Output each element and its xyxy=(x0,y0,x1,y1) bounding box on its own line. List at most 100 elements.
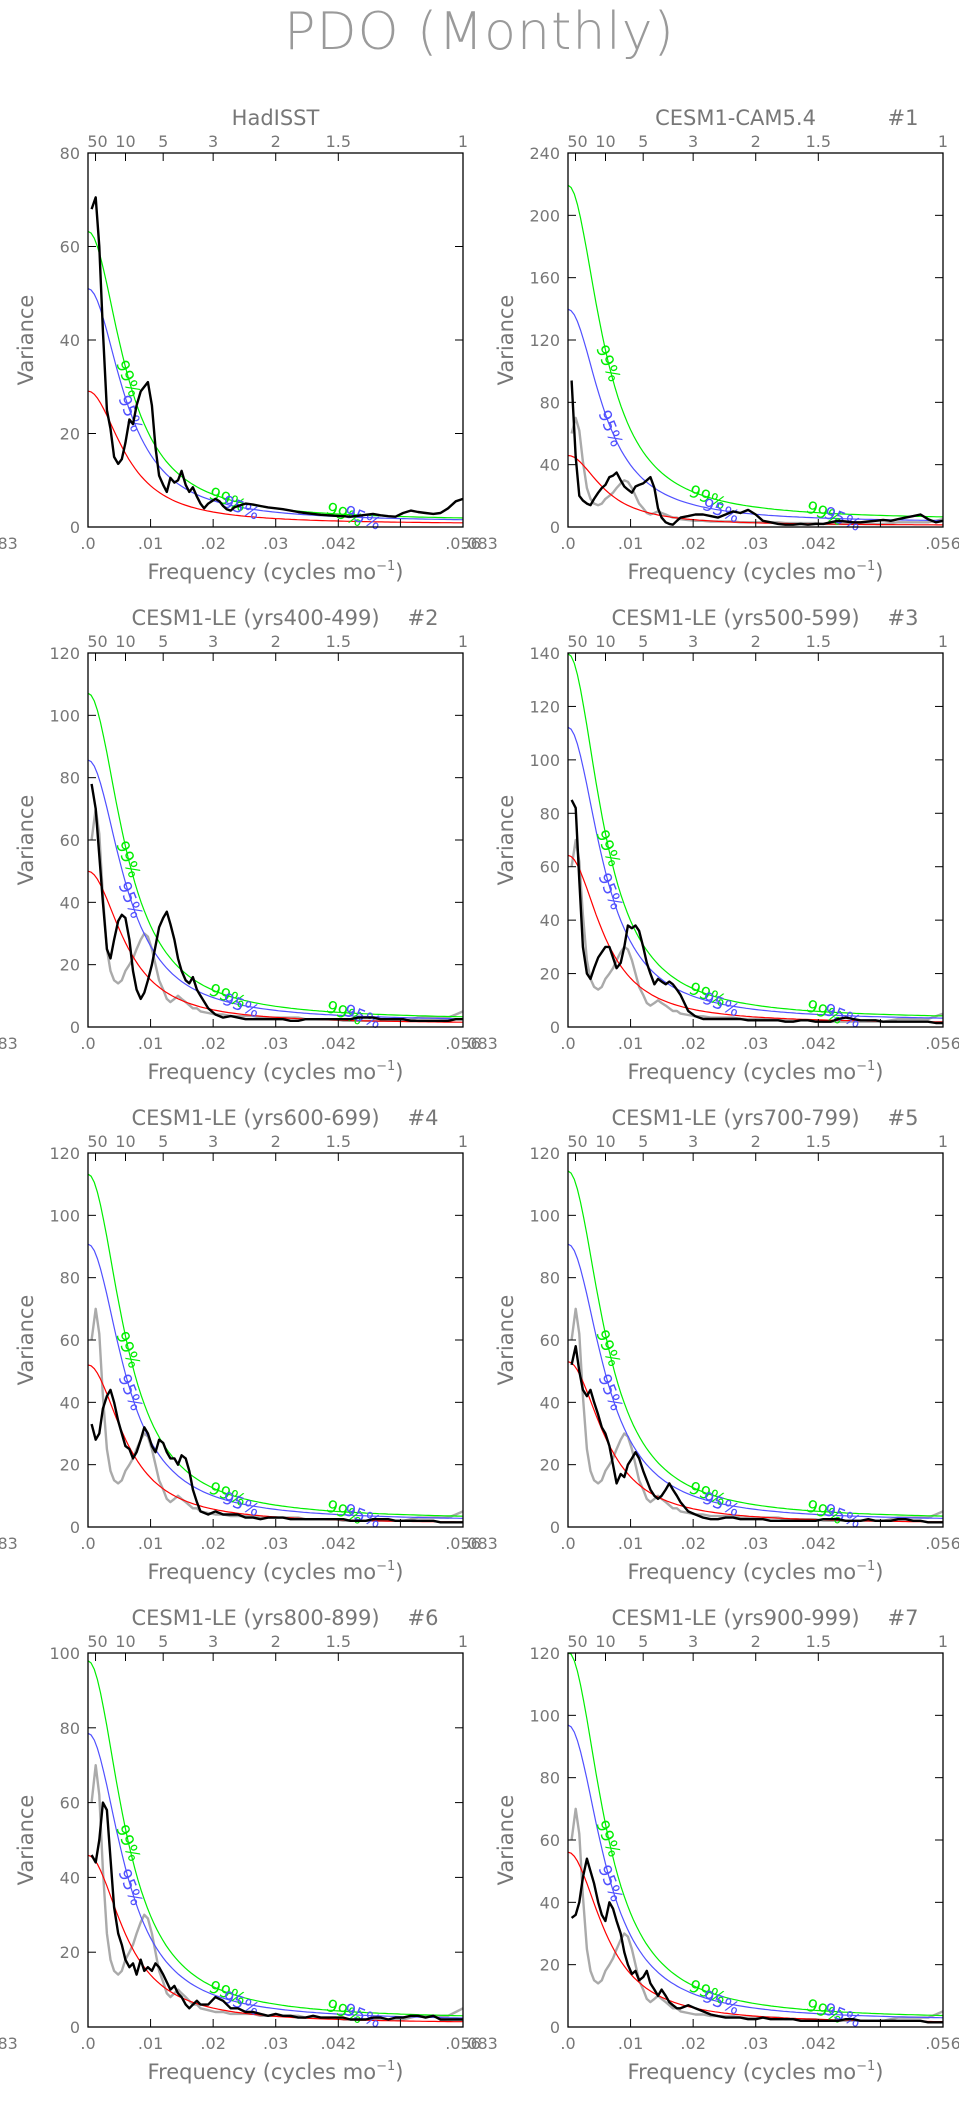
y-tick-label: 120 xyxy=(529,1644,560,1663)
x-tick-label: .083 xyxy=(462,534,498,553)
period-tick-label: 1 xyxy=(458,1132,468,1151)
y-tick-label: 0 xyxy=(70,1018,80,1037)
period-tick-label: 50 xyxy=(567,1132,587,1151)
x-tick-label: .0 xyxy=(560,2034,575,2053)
x-tick-label: .0 xyxy=(80,534,95,553)
period-tick-label: 50 xyxy=(567,632,587,651)
period-tick-label: 5 xyxy=(158,132,168,151)
label-95: 95% xyxy=(113,393,146,436)
panel-title: CESM1-LE (yrs900-999) xyxy=(611,1606,859,1630)
x-tick-label: .01 xyxy=(618,1534,643,1553)
period-tick-label: 1 xyxy=(938,632,948,651)
panel-number: #1 xyxy=(888,106,919,130)
spectrum-panel-le-400: CESM1-LE (yrs400-499) #299%95%99%95% 99%95… xyxy=(0,606,481,1084)
period-tick-label: 3 xyxy=(208,132,218,151)
x-tick-label: .042 xyxy=(320,534,356,553)
period-tick-label: 50 xyxy=(87,632,107,651)
x-tick-label: .083 xyxy=(0,534,18,553)
label-99: 99% xyxy=(591,1818,624,1861)
y-tick-label: 40 xyxy=(60,331,80,350)
y-tick-label: 0 xyxy=(550,518,560,537)
y-tick-label: 20 xyxy=(60,1943,80,1962)
red-noise-curve xyxy=(87,870,463,1023)
label-99: 99% xyxy=(591,827,624,870)
panel-title: CESM1-LE (yrs800-899) xyxy=(131,1606,379,1630)
period-tick-label: 10 xyxy=(595,1632,615,1651)
x-axis-label: Frequency (cycles mo−1) xyxy=(148,559,404,584)
panel-title: CESM1-LE (yrs500-599) xyxy=(611,606,859,630)
panel-title: CESM1-LE (yrs700-799) xyxy=(611,1106,859,1130)
y-tick-label: 20 xyxy=(540,1956,560,1975)
period-tick-label: 10 xyxy=(115,632,135,651)
y-tick-label: 40 xyxy=(540,911,560,930)
y-tick-label: 20 xyxy=(60,956,80,975)
y-tick-label: 100 xyxy=(49,1206,80,1225)
x-tick-label: .083 xyxy=(462,2034,498,2053)
plot-frame xyxy=(87,652,464,1028)
period-tick-label: 10 xyxy=(115,132,135,151)
x-tick-label: .03 xyxy=(263,534,288,553)
conf95-curve xyxy=(87,1732,463,2019)
x-tick-label: .0 xyxy=(560,1534,575,1553)
y-tick-label: 0 xyxy=(70,518,80,537)
label-95: 95% xyxy=(113,1371,146,1414)
y-axis-label: Variance xyxy=(494,1295,518,1386)
x-tick-label: .0 xyxy=(80,1034,95,1053)
period-tick-label: 1.5 xyxy=(326,1632,351,1651)
period-tick-label: 2 xyxy=(271,1632,281,1651)
y-axis-label: Variance xyxy=(494,1795,518,1886)
conf95-curve xyxy=(567,1724,944,2019)
reference-spectrum-line xyxy=(570,1307,944,1522)
x-tick-label: .03 xyxy=(743,1034,768,1053)
x-tick-label: .01 xyxy=(618,2034,643,2053)
y-tick-label: 100 xyxy=(529,751,560,770)
y-tick-label: 80 xyxy=(540,1269,560,1288)
x-tick-label: .042 xyxy=(320,1534,356,1553)
label-95: 95% xyxy=(341,1500,384,1533)
y-tick-label: 60 xyxy=(60,238,80,257)
y-tick-label: 0 xyxy=(550,1518,560,1537)
x-axis-label: Frequency (cycles mo−1) xyxy=(628,2059,884,2084)
conf99-curve xyxy=(87,230,464,519)
period-tick-label: 10 xyxy=(595,132,615,151)
spectrum-line xyxy=(570,1857,943,2024)
label-95: 95% xyxy=(593,1371,626,1414)
y-tick-label: 80 xyxy=(540,1769,560,1788)
period-tick-label: 3 xyxy=(208,632,218,651)
y-tick-label: 20 xyxy=(60,1456,80,1475)
x-tick-label: .03 xyxy=(263,1034,288,1053)
x-tick-label: .0 xyxy=(560,534,575,553)
x-tick-label: .02 xyxy=(200,2034,225,2053)
period-tick-label: 5 xyxy=(158,632,168,651)
y-tick-label: 160 xyxy=(529,269,560,288)
panel-title: CESM1-LE (yrs400-499) xyxy=(131,606,379,630)
y-tick-label: 0 xyxy=(550,2018,560,2037)
page-title: PDO (Monthly) xyxy=(284,2,675,62)
x-tick-label: .083 xyxy=(0,1034,18,1053)
period-tick-label: 1 xyxy=(458,132,468,151)
period-tick-label: 3 xyxy=(688,632,698,651)
conf99-curve xyxy=(87,1660,464,2017)
label-99: 99% xyxy=(111,1329,144,1372)
y-tick-label: 120 xyxy=(529,331,560,350)
y-axis-label: Variance xyxy=(494,295,518,386)
y-tick-label: 120 xyxy=(529,697,560,716)
spectrum-panel-cesm1-cam5: CESM1-CAM5.4 #199%95%99%95% 99%95%04080120… xyxy=(462,106,959,584)
spectrum-line xyxy=(570,799,943,1025)
period-tick-label: 5 xyxy=(638,1132,648,1151)
x-tick-label: .083 xyxy=(462,1034,498,1053)
panel-number: #6 xyxy=(408,1606,439,1630)
y-tick-label: 140 xyxy=(529,644,560,663)
x-tick-label: .0 xyxy=(80,1534,95,1553)
label-95: 95% xyxy=(821,1000,864,1033)
x-tick-label: .03 xyxy=(743,534,768,553)
label-99: 99% xyxy=(111,1822,144,1865)
period-tick-label: 1.5 xyxy=(806,132,831,151)
y-tick-label: 0 xyxy=(550,1018,560,1037)
x-tick-label: .056 xyxy=(445,534,481,553)
plot-frame xyxy=(87,152,464,528)
conf95-curve xyxy=(87,759,463,1020)
x-axis-label: Frequency (cycles mo−1) xyxy=(148,1559,404,1584)
x-tick-label: .042 xyxy=(320,2034,356,2053)
period-tick-label: 2 xyxy=(271,132,281,151)
